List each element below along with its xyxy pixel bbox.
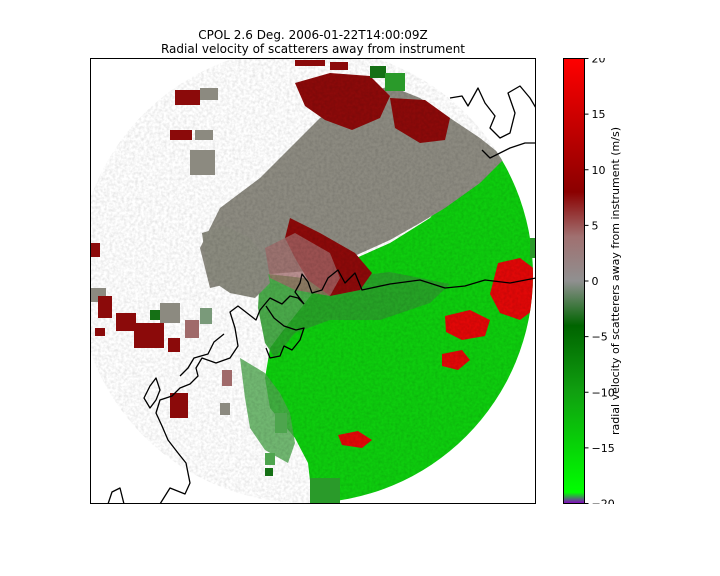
map-frame	[90, 58, 536, 504]
colorbar-tick-label: −10	[592, 386, 615, 399]
coastline	[107, 85, 536, 504]
colorbar-ticks: −20 −15 −10 −5 0 5 10 15 20	[584, 58, 615, 505]
coastline-east-inlet	[481, 142, 536, 159]
plot-title: CPOL 2.6 Deg. 2006-01-22T14:00:09Z Radia…	[90, 28, 536, 56]
plot-title-line-1: CPOL 2.6 Deg. 2006-01-22T14:00:09Z	[198, 28, 428, 42]
colorbar-tick-label: 20	[592, 58, 606, 66]
colorbar-tick-label: −5	[592, 331, 608, 344]
colorbar-label: radial velocity of scatterers away from …	[609, 126, 622, 436]
scattered-echoes	[90, 60, 536, 504]
coastline-south-west-2	[179, 333, 225, 377]
colorbar-tick-label: −20	[592, 498, 615, 505]
coastline-harbour	[155, 295, 305, 504]
colorbar-tick-label: 10	[592, 164, 606, 177]
colorbar-tick-label: 0	[592, 275, 599, 288]
coastline-south-west	[143, 377, 161, 409]
coastline-central	[294, 269, 536, 305]
coastline-south	[107, 487, 125, 504]
velocity-field	[90, 58, 533, 503]
colorbar-tick-label: 5	[592, 219, 599, 232]
coastline-north-east	[449, 85, 536, 139]
colorbar-gradient	[563, 58, 585, 504]
coastline-harbour-inner	[265, 305, 305, 359]
plot-title-line-2: Radial velocity of scatterers away from …	[160, 42, 466, 56]
colorbar: −20 −15 −10 −5 0 5 10 15 20	[563, 58, 615, 505]
colorbar-tick-label: −15	[592, 442, 615, 455]
colorbar-tick-label: 15	[592, 108, 606, 121]
radar-ppi-map	[90, 58, 536, 504]
